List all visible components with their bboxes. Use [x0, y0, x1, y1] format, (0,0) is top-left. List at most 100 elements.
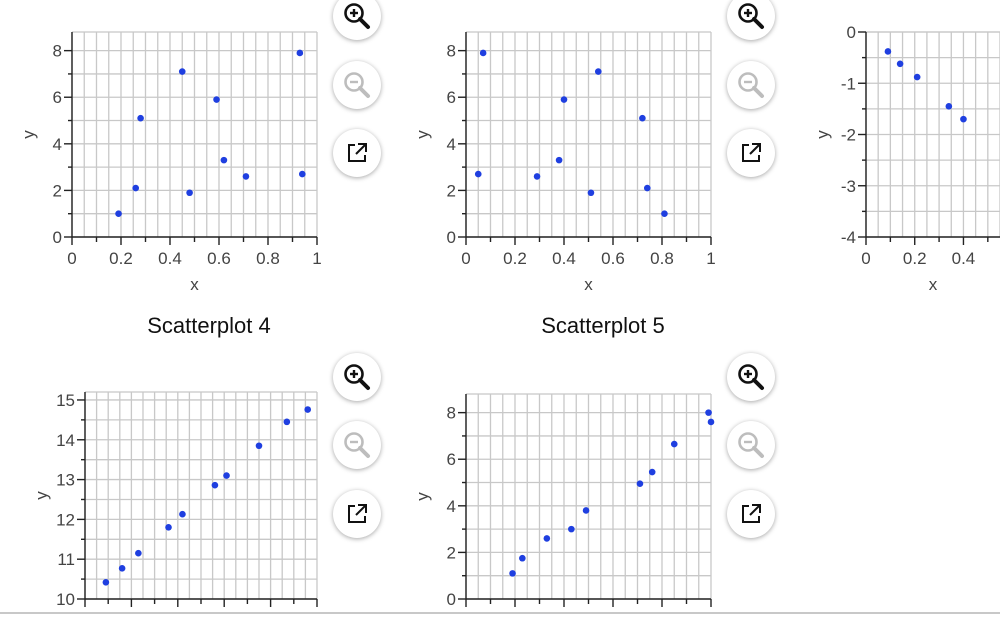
- x-tick-label: 0.4: [952, 249, 976, 268]
- x-axis-label: x: [929, 275, 938, 294]
- data-point: [543, 535, 551, 542]
- y-tick-label: 14: [56, 431, 75, 450]
- y-tick-label: 2: [53, 181, 62, 200]
- y-tick-label: 4: [53, 135, 62, 154]
- data-point: [945, 103, 953, 110]
- data-point: [255, 442, 263, 450]
- y-tick-label: 8: [53, 42, 62, 61]
- data-point: [595, 68, 602, 75]
- x-axis-label: x: [190, 275, 199, 294]
- plot5-open-button[interactable]: [727, 490, 775, 538]
- zoom-out-icon: [342, 70, 372, 100]
- y-axis-label: y: [413, 492, 432, 501]
- data-point: [648, 468, 656, 476]
- data-point: [178, 68, 186, 75]
- external-link-icon: [738, 501, 764, 527]
- data-point: [960, 115, 967, 123]
- y-axis-label: y: [19, 130, 38, 139]
- y-tick-label: 6: [447, 88, 456, 107]
- plot2-zoom-in-button[interactable]: [727, 0, 775, 40]
- data-point: [670, 440, 678, 448]
- y-tick-label: 11: [57, 550, 75, 569]
- y-tick-label: 15: [56, 391, 75, 410]
- data-point: [132, 184, 139, 192]
- y-tick-label: 6: [53, 88, 62, 107]
- data-point: [118, 565, 126, 572]
- data-point: [884, 48, 892, 55]
- data-point: [137, 114, 144, 122]
- data-point: [283, 418, 291, 426]
- data-point: [115, 210, 122, 218]
- data-point: [636, 480, 644, 487]
- plot4-zoom-in-button[interactable]: [333, 353, 381, 401]
- x-tick-label: 0.8: [650, 249, 674, 268]
- y-tick-label: -3: [841, 177, 856, 196]
- data-point: [213, 96, 220, 103]
- y-tick-label: 0: [53, 228, 62, 247]
- data-point: [135, 549, 142, 557]
- plot4-zoom-out-button[interactable]: [333, 421, 381, 469]
- data-point: [242, 173, 250, 180]
- plot2-open-button[interactable]: [727, 129, 775, 177]
- plot5-zoom-in-button[interactable]: [727, 353, 775, 401]
- plot5-zoom-out-button[interactable]: [727, 421, 775, 469]
- data-point: [707, 418, 715, 426]
- data-point: [582, 507, 590, 514]
- y-tick-label: 10: [56, 590, 75, 609]
- data-point: [560, 96, 568, 103]
- data-point: [186, 189, 193, 197]
- y-axis-label: y: [32, 491, 51, 500]
- y-tick-label: 2: [447, 543, 456, 562]
- data-point: [220, 156, 228, 164]
- data-point: [474, 170, 482, 178]
- x-tick-label: 0.2: [109, 249, 133, 268]
- x-tick-label: 0.6: [207, 249, 231, 268]
- y-tick-label: -2: [841, 126, 856, 145]
- data-point: [568, 525, 575, 533]
- zoom-out-icon: [736, 70, 766, 100]
- data-point: [102, 578, 110, 586]
- x-tick-label: 1: [312, 249, 321, 268]
- external-link-icon: [344, 140, 370, 166]
- plot1-zoom-in-button[interactable]: [333, 0, 381, 40]
- data-point: [639, 114, 646, 122]
- x-tick-label: 0: [861, 249, 870, 268]
- x-axis-label: x: [584, 275, 593, 294]
- data-point: [165, 524, 172, 531]
- data-point: [304, 406, 312, 413]
- y-tick-label: 12: [56, 510, 75, 529]
- y-tick-label: 8: [447, 42, 456, 61]
- x-tick-label: 1: [706, 249, 715, 268]
- x-tick-label: 0: [461, 249, 470, 268]
- y-tick-label: 13: [56, 471, 75, 490]
- x-tick-label: 0.6: [601, 249, 625, 268]
- external-link-icon: [738, 140, 764, 166]
- plot2-zoom-out-button[interactable]: [727, 61, 775, 109]
- data-point: [211, 481, 219, 489]
- data-point: [509, 570, 516, 577]
- y-tick-label: -1: [841, 74, 856, 93]
- data-point: [296, 49, 304, 57]
- y-tick-label: 4: [447, 135, 456, 154]
- y-tick-label: 0: [447, 590, 456, 609]
- scatterplot-5-title: Scatterplot 5: [541, 313, 665, 338]
- data-point: [519, 554, 526, 562]
- y-tick-label: 0: [447, 228, 456, 247]
- y-axis-label: y: [413, 130, 432, 139]
- y-tick-label: 8: [447, 404, 456, 423]
- bottom-divider: [0, 612, 1000, 614]
- x-tick-label: 0: [67, 249, 76, 268]
- zoom-out-icon: [342, 430, 372, 460]
- data-point: [587, 189, 595, 197]
- plot1-open-button[interactable]: [333, 129, 381, 177]
- y-tick-label: 6: [447, 450, 456, 469]
- zoom-in-icon: [736, 362, 766, 392]
- plot4-open-button[interactable]: [333, 490, 381, 538]
- y-tick-label: -4: [841, 228, 856, 247]
- x-tick-label: 0.2: [903, 249, 927, 268]
- plot1-zoom-out-button[interactable]: [333, 61, 381, 109]
- data-point: [299, 170, 306, 178]
- y-tick-label: 0: [847, 23, 856, 42]
- x-tick-label: 0.4: [552, 249, 576, 268]
